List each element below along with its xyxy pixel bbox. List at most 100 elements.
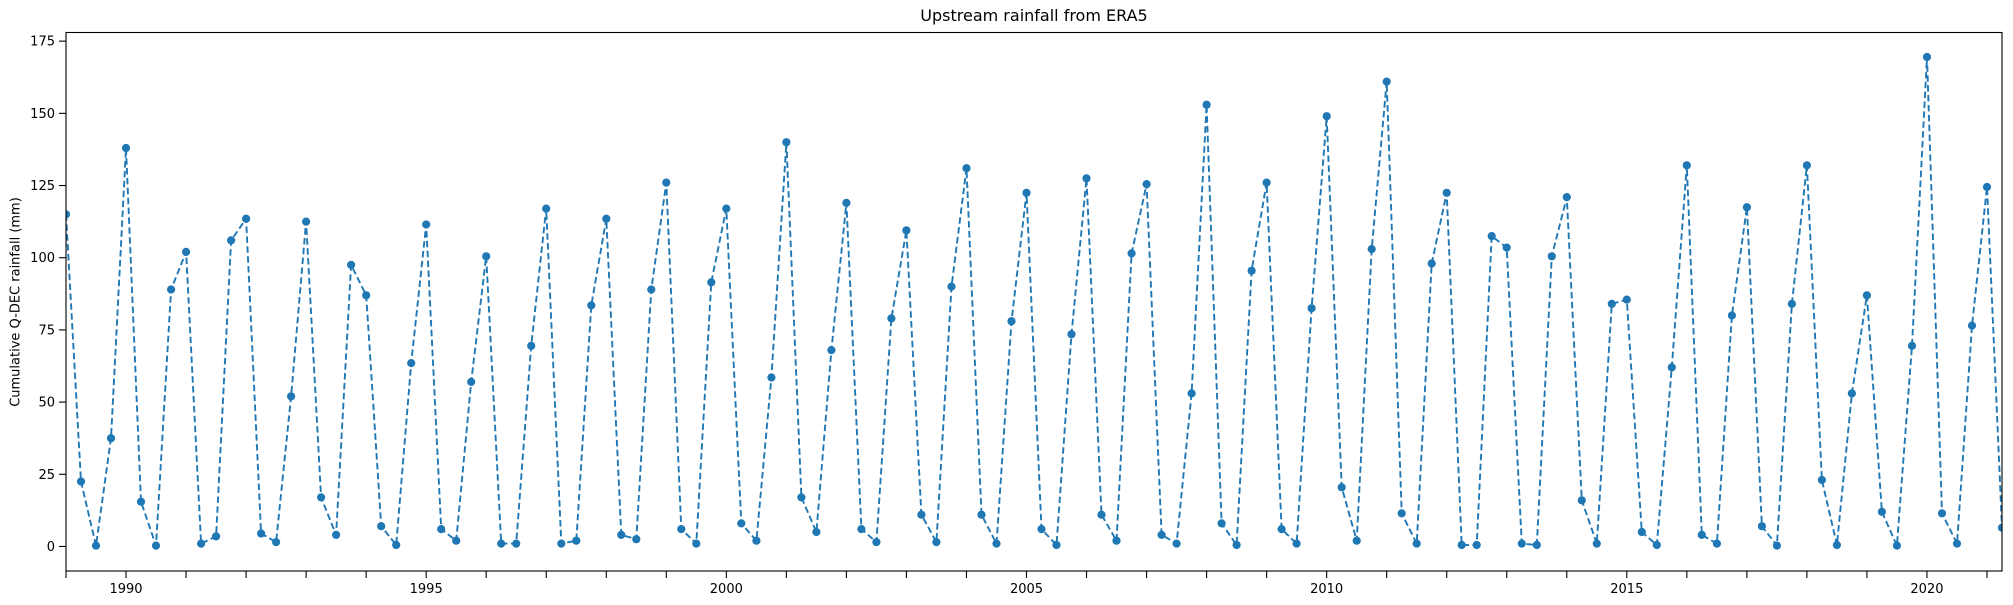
data-point-marker xyxy=(587,301,596,310)
data-point-marker xyxy=(66,210,71,219)
data-point-marker xyxy=(1757,522,1766,531)
data-point-marker xyxy=(1982,182,1992,192)
y-tick-label: 50 xyxy=(38,396,55,411)
data-point-marker xyxy=(106,434,116,443)
data-point-marker xyxy=(722,204,731,213)
data-point-marker xyxy=(1502,243,1511,252)
data-point-marker xyxy=(287,392,296,401)
x-tick-label: 2020 xyxy=(1910,582,1943,597)
data-point-marker xyxy=(392,540,401,550)
data-point-marker xyxy=(1637,527,1646,537)
data-point-marker xyxy=(1547,252,1556,261)
data-point-marker xyxy=(1742,203,1751,212)
data-point-marker xyxy=(197,539,206,548)
data-point-marker xyxy=(992,539,1001,548)
y-tick-label: 25 xyxy=(38,468,55,483)
data-point-marker xyxy=(887,314,896,323)
data-point-marker xyxy=(482,252,491,261)
data-point-marker xyxy=(662,178,671,187)
x-tick-label: 1995 xyxy=(410,582,443,597)
data-point-marker xyxy=(332,530,341,540)
y-tick-label: 75 xyxy=(38,323,55,338)
data-point-marker xyxy=(121,143,131,153)
data-point-marker xyxy=(647,285,656,294)
data-point-marker xyxy=(212,532,221,541)
data-point-marker xyxy=(1877,507,1886,516)
data-point-marker xyxy=(1322,112,1331,121)
data-point-marker xyxy=(1577,496,1586,505)
data-point-marker xyxy=(767,373,776,382)
data-point-marker xyxy=(707,278,716,287)
data-point-marker xyxy=(1607,299,1616,308)
data-point-marker xyxy=(1907,341,1917,350)
data-point-marker xyxy=(1787,299,1796,308)
data-point-marker xyxy=(842,198,851,207)
data-point-marker xyxy=(797,493,806,502)
data-point-marker xyxy=(1202,100,1211,109)
data-point-marker xyxy=(227,236,236,245)
data-point-marker xyxy=(362,291,371,300)
data-point-marker xyxy=(827,346,836,355)
data-point-marker xyxy=(1862,291,1871,300)
data-point-marker xyxy=(182,247,191,256)
data-point-marker xyxy=(272,538,281,547)
data-point-marker xyxy=(377,522,386,531)
y-axis-label: Cumulative Q-DEC rainfall (mm) xyxy=(8,197,24,407)
data-point-marker xyxy=(1622,295,1631,304)
data-point-marker xyxy=(1082,174,1091,183)
data-point-marker xyxy=(1562,193,1571,202)
data-point-marker xyxy=(497,539,506,548)
data-point-marker xyxy=(1817,475,1826,485)
data-point-marker xyxy=(1667,363,1676,372)
data-point-marker xyxy=(1292,539,1301,548)
data-point-marker xyxy=(136,497,146,506)
y-tick-label: 150 xyxy=(30,107,55,122)
data-point-marker xyxy=(872,538,881,547)
data-point-marker xyxy=(1157,530,1166,540)
data-point-marker xyxy=(1697,530,1706,540)
data-point-marker xyxy=(167,285,176,294)
data-point-marker xyxy=(1142,180,1151,189)
data-point-marker xyxy=(1937,509,1947,518)
data-point-marker xyxy=(1022,188,1031,197)
data-point-marker xyxy=(782,138,791,147)
x-tick-label: 2015 xyxy=(1610,582,1643,597)
data-point-marker xyxy=(1442,188,1451,197)
data-point-marker xyxy=(932,538,941,547)
data-point-marker xyxy=(617,530,626,540)
data-point-marker xyxy=(1427,259,1436,268)
data-point-marker xyxy=(572,536,581,545)
data-point-marker xyxy=(977,510,986,519)
data-point-marker xyxy=(1952,539,1962,548)
data-point-marker xyxy=(1127,249,1136,258)
data-point-marker xyxy=(1382,77,1391,86)
data-point-marker xyxy=(1997,523,2002,532)
data-point-marker xyxy=(737,519,746,528)
data-point-marker xyxy=(407,359,416,368)
axes-box xyxy=(65,31,2003,572)
data-point-marker xyxy=(752,536,761,545)
data-point-marker xyxy=(1517,539,1526,548)
data-point-marker xyxy=(542,204,551,213)
data-point-marker xyxy=(692,539,701,548)
data-point-marker xyxy=(1487,232,1496,241)
y-tick-label: 0 xyxy=(47,540,55,555)
data-point-marker xyxy=(257,529,266,538)
data-point-marker xyxy=(1832,540,1841,550)
data-point-marker xyxy=(527,341,536,350)
data-point-marker xyxy=(1967,321,1977,330)
data-point-marker xyxy=(1457,540,1466,550)
y-tick-label: 175 xyxy=(30,35,55,50)
data-point-marker xyxy=(151,541,161,550)
data-point-marker xyxy=(302,217,311,226)
data-point-marker xyxy=(437,525,446,534)
data-point-marker xyxy=(1472,540,1481,550)
data-point-marker xyxy=(1922,52,1932,62)
data-point-marker xyxy=(812,527,821,537)
data-point-marker xyxy=(917,510,926,519)
data-point-marker xyxy=(1727,311,1736,320)
x-tick-label: 2000 xyxy=(710,582,743,597)
y-tick-label: 125 xyxy=(30,179,55,194)
data-point-marker xyxy=(1112,536,1121,545)
